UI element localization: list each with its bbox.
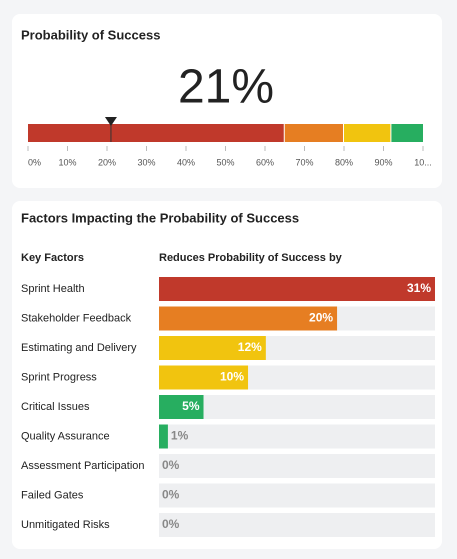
value-label: 0% [162, 517, 180, 531]
gauge-segment [391, 124, 423, 142]
tick-label: 30% [137, 157, 155, 167]
value-label: 10% [220, 370, 244, 384]
factor-name: Unmitigated Risks [21, 519, 110, 531]
bar [159, 336, 266, 360]
tick-label: 20% [98, 157, 116, 167]
bar [159, 395, 204, 419]
value-label: 5% [182, 399, 200, 413]
value-label: 1% [171, 429, 189, 443]
factor-name: Assessment Participation [21, 460, 145, 472]
factor-name: Critical Issues [21, 401, 90, 413]
tick-label: 10... [414, 157, 432, 167]
bar [159, 365, 249, 390]
tick-label: 10% [58, 157, 76, 167]
bar [159, 306, 338, 331]
tick-label: 50% [216, 157, 234, 167]
bar-track [159, 395, 435, 419]
gauge-segment [284, 124, 343, 142]
value-label: 0% [162, 458, 180, 472]
gauge-value: 21% [178, 61, 274, 114]
gauge-card [12, 14, 442, 188]
card-title: Factors Impacting the Probability of Suc… [21, 210, 299, 225]
card-title: Probability of Success [21, 27, 160, 42]
column-header: Reduces Probability of Success by [159, 252, 343, 264]
factor-name: Quality Assurance [21, 430, 110, 442]
value-label: 31% [407, 281, 431, 295]
tick-label: 80% [335, 157, 353, 167]
tick-label: 0% [28, 157, 41, 167]
tick-label: 70% [295, 157, 313, 167]
tick-label: 90% [374, 157, 392, 167]
value-label: 12% [238, 340, 262, 354]
bar [159, 277, 435, 301]
factor-name: Stakeholder Feedback [21, 312, 132, 324]
value-label: 0% [162, 488, 180, 502]
factor-name: Sprint Health [21, 283, 85, 295]
bar-track [159, 424, 435, 449]
bar-track [159, 483, 435, 508]
bar-track [159, 454, 435, 478]
gauge-marker [104, 117, 117, 126]
factor-name: Estimating and Delivery [21, 342, 137, 354]
column-header: Key Factors [21, 252, 84, 264]
bar-track [159, 513, 435, 537]
value-label: 20% [309, 311, 333, 325]
bar [159, 424, 168, 449]
gauge-segment [344, 124, 391, 142]
tick-label: 60% [256, 157, 274, 167]
tick-label: 40% [177, 157, 195, 167]
factor-name: Sprint Progress [21, 371, 97, 383]
gauge-segment [28, 124, 284, 142]
factor-name: Failed Gates [21, 489, 84, 501]
